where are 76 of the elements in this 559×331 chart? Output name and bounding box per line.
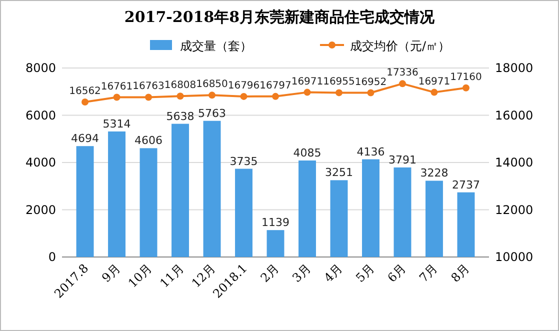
bar — [457, 192, 475, 257]
x-tick-label: 11月 — [157, 261, 186, 290]
y2-tick-label: 10000 — [495, 250, 534, 264]
bar — [108, 131, 126, 257]
x-tick-label: 3月 — [290, 261, 314, 286]
point — [208, 92, 216, 99]
x-tick-label: 7月 — [416, 261, 440, 286]
point — [398, 80, 406, 88]
chart-title: 2017-2018年8月东莞新建商品住宅成交情况 — [124, 8, 436, 26]
bar — [298, 160, 316, 257]
data-label: 16797 — [260, 80, 292, 92]
point — [176, 92, 184, 100]
bar — [362, 159, 380, 257]
point — [462, 84, 470, 92]
data-label: 3735 — [230, 154, 258, 168]
y2-tick-label: 14000 — [495, 156, 534, 170]
data-label: 16955 — [323, 76, 355, 88]
data-label: 3791 — [388, 153, 416, 166]
x-tick-label: 12月 — [188, 261, 218, 290]
y-tick-label: 4000 — [25, 156, 56, 170]
point — [113, 94, 120, 101]
point — [304, 88, 311, 96]
data-label: 3228 — [420, 166, 448, 180]
data-label: 4606 — [134, 134, 163, 148]
bar — [203, 120, 221, 257]
x-tick-label: 2月 — [258, 261, 282, 286]
bar — [266, 230, 284, 257]
x-tick-label: 10月 — [125, 261, 155, 290]
data-label: 5638 — [166, 110, 194, 123]
bar — [235, 168, 252, 257]
data-label: 5763 — [198, 106, 226, 120]
data-label: 16796 — [228, 80, 260, 92]
data-label: 16952 — [354, 76, 387, 88]
x-tick-label: 8月 — [448, 261, 472, 286]
bar — [426, 180, 443, 257]
data-label: 4136 — [356, 145, 385, 158]
point — [272, 92, 279, 100]
point — [367, 89, 374, 96]
data-label: 17160 — [450, 72, 482, 83]
x-tick-label: 4月 — [321, 261, 346, 286]
data-label: 17336 — [386, 68, 418, 79]
data-label: 16850 — [196, 79, 228, 90]
data-label: 16808 — [164, 80, 196, 92]
y-tick-label: 0 — [48, 250, 56, 264]
x-tick-label: 5月 — [353, 261, 377, 286]
y-tick-label: 8000 — [25, 61, 56, 75]
legend-label: 成交均价（元/㎡） — [350, 39, 450, 53]
data-label: 2737 — [452, 178, 480, 192]
bar — [140, 148, 158, 257]
point — [240, 92, 248, 100]
y-tick-label: 2000 — [25, 202, 56, 217]
bar — [330, 180, 348, 257]
x-tick-label: 6月 — [384, 261, 409, 286]
point — [335, 89, 342, 96]
bar — [394, 167, 412, 257]
data-label: 16971 — [291, 76, 324, 88]
legend-label: 成交量（套） — [180, 39, 252, 53]
y2-tick-label: 18000 — [495, 61, 534, 75]
x-tick-label: 9月 — [99, 261, 123, 286]
bar — [76, 146, 94, 257]
point — [82, 98, 89, 106]
data-label: 16562 — [69, 86, 101, 97]
point — [145, 94, 152, 101]
data-label: 5314 — [102, 117, 131, 130]
data-label: 16763 — [132, 81, 164, 92]
point — [430, 88, 438, 96]
y2-tick-label: 12000 — [495, 202, 534, 217]
data-label: 4694 — [71, 132, 100, 146]
data-label: 1139 — [262, 216, 290, 230]
y-tick-label: 6000 — [25, 108, 56, 122]
y2-tick-label: 16000 — [495, 108, 534, 122]
data-label: 16761 — [100, 81, 133, 92]
data-label: 3251 — [324, 166, 353, 180]
data-label: 4085 — [293, 146, 322, 160]
data-label: 16971 — [418, 76, 450, 88]
bar — [172, 124, 189, 257]
